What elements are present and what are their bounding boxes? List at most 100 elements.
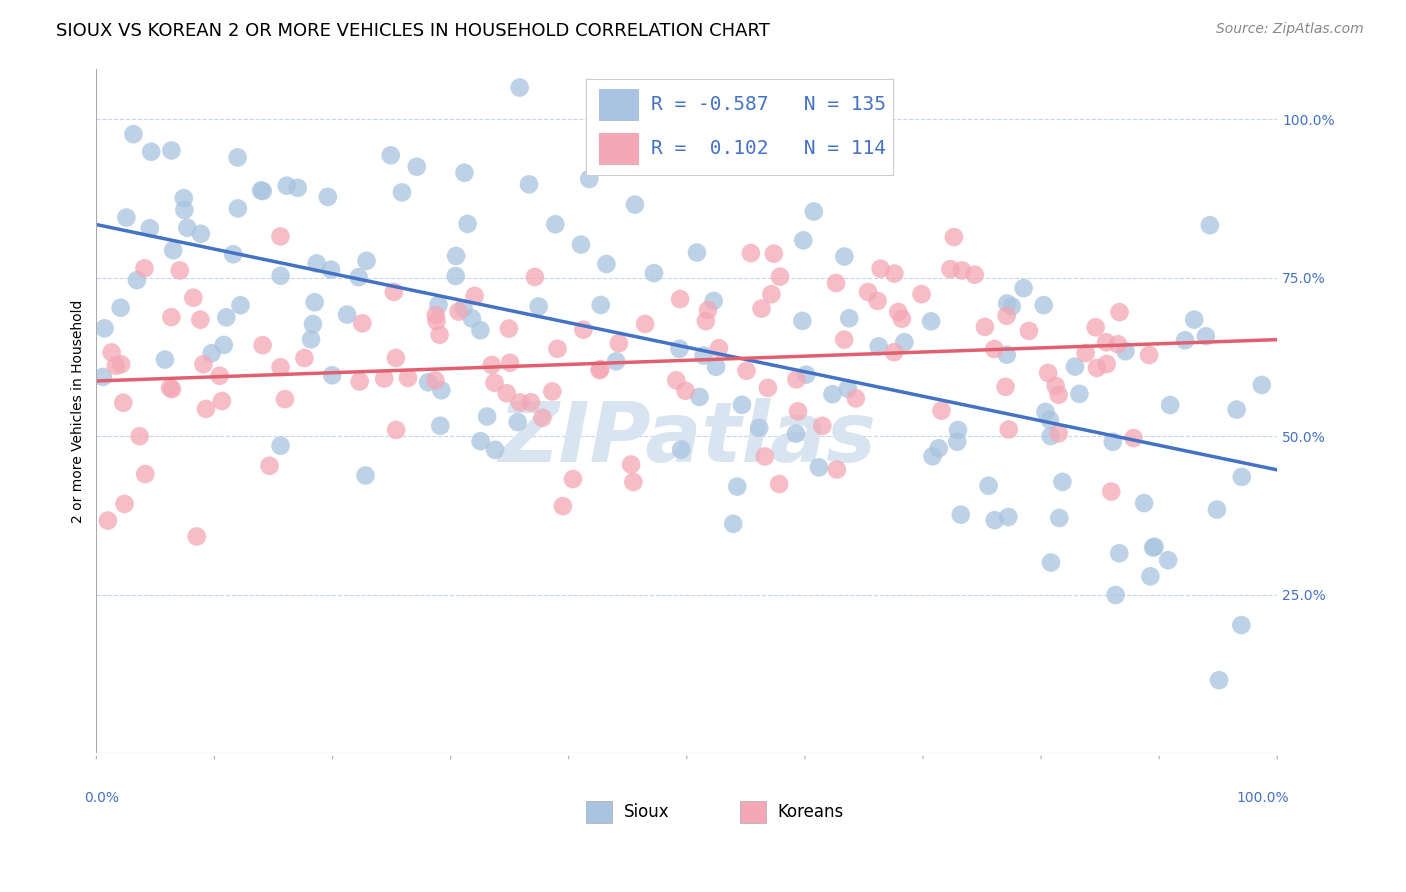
Point — [250, 183, 273, 197]
Point — [605, 354, 627, 368]
Point — [856, 285, 879, 299]
Point — [845, 392, 868, 406]
Point — [1047, 426, 1070, 441]
Point — [188, 312, 211, 326]
Point — [723, 516, 745, 531]
Point — [768, 477, 790, 491]
Point — [416, 376, 439, 390]
Point — [1195, 329, 1218, 343]
Point — [1159, 398, 1181, 412]
Point — [825, 276, 848, 290]
Point — [995, 348, 1018, 362]
Point — [484, 442, 506, 457]
Point — [893, 335, 915, 350]
Point — [939, 262, 962, 277]
Point — [457, 217, 479, 231]
Point — [725, 480, 748, 494]
Point — [928, 442, 950, 456]
Point — [621, 475, 644, 489]
Point — [139, 221, 162, 235]
Point — [866, 293, 889, 308]
Point — [544, 217, 567, 231]
Point — [910, 287, 932, 301]
Point — [1139, 569, 1161, 583]
Point — [1039, 429, 1062, 443]
Point — [921, 450, 943, 464]
Text: ZIPatlas: ZIPatlas — [498, 398, 876, 479]
Point — [995, 296, 1018, 310]
Point — [498, 321, 520, 335]
Point — [347, 270, 370, 285]
Point — [153, 352, 176, 367]
Point — [692, 349, 714, 363]
Point — [946, 434, 969, 449]
Point — [354, 468, 377, 483]
Point — [1035, 405, 1057, 419]
Point — [252, 184, 274, 198]
Point — [385, 351, 408, 365]
Point — [425, 308, 447, 322]
Point — [226, 202, 249, 216]
Point — [211, 394, 233, 409]
Point — [785, 372, 807, 386]
Point — [183, 291, 205, 305]
Point — [115, 211, 138, 225]
Point — [1198, 219, 1220, 233]
Point — [461, 311, 484, 326]
Point — [1230, 618, 1253, 632]
Point — [731, 398, 754, 412]
Point — [754, 450, 776, 464]
Point — [624, 197, 647, 211]
Point — [973, 319, 995, 334]
Point — [110, 357, 132, 371]
Point — [697, 303, 720, 318]
Point — [506, 415, 529, 429]
Point — [1133, 496, 1156, 510]
Point — [193, 357, 215, 371]
Point — [276, 178, 298, 193]
Point — [803, 204, 825, 219]
Point — [97, 514, 120, 528]
Point — [890, 311, 912, 326]
Point — [997, 423, 1019, 437]
Point — [562, 472, 585, 486]
Point — [523, 270, 546, 285]
Point — [569, 237, 592, 252]
Point — [159, 381, 181, 395]
Point — [868, 339, 890, 353]
Point — [595, 257, 617, 271]
Text: 100.0%: 100.0% — [1236, 791, 1289, 805]
Point — [1137, 348, 1160, 362]
Point — [787, 404, 810, 418]
Point — [1107, 337, 1129, 351]
Point — [942, 230, 965, 244]
Point — [229, 298, 252, 312]
Point — [669, 442, 692, 457]
Point — [169, 263, 191, 277]
Point — [1226, 402, 1249, 417]
Point — [756, 381, 779, 395]
Point — [380, 148, 402, 162]
Point — [470, 434, 492, 449]
Point — [825, 462, 848, 476]
Point — [1095, 335, 1118, 350]
Point — [215, 310, 238, 325]
Point — [470, 323, 492, 337]
Point — [405, 160, 427, 174]
Point — [1101, 434, 1123, 449]
Point — [949, 508, 972, 522]
Point — [838, 311, 860, 326]
Point — [995, 309, 1018, 323]
Point — [141, 145, 163, 159]
Point — [699, 97, 721, 112]
Point — [173, 191, 195, 205]
Point — [1052, 475, 1074, 489]
Point — [1208, 673, 1230, 688]
Point — [668, 342, 690, 356]
Point — [453, 166, 475, 180]
Point — [977, 479, 1000, 493]
Point — [1085, 361, 1108, 376]
Point — [1040, 556, 1063, 570]
Text: Source: ZipAtlas.com: Source: ZipAtlas.com — [1216, 22, 1364, 37]
Point — [807, 460, 830, 475]
